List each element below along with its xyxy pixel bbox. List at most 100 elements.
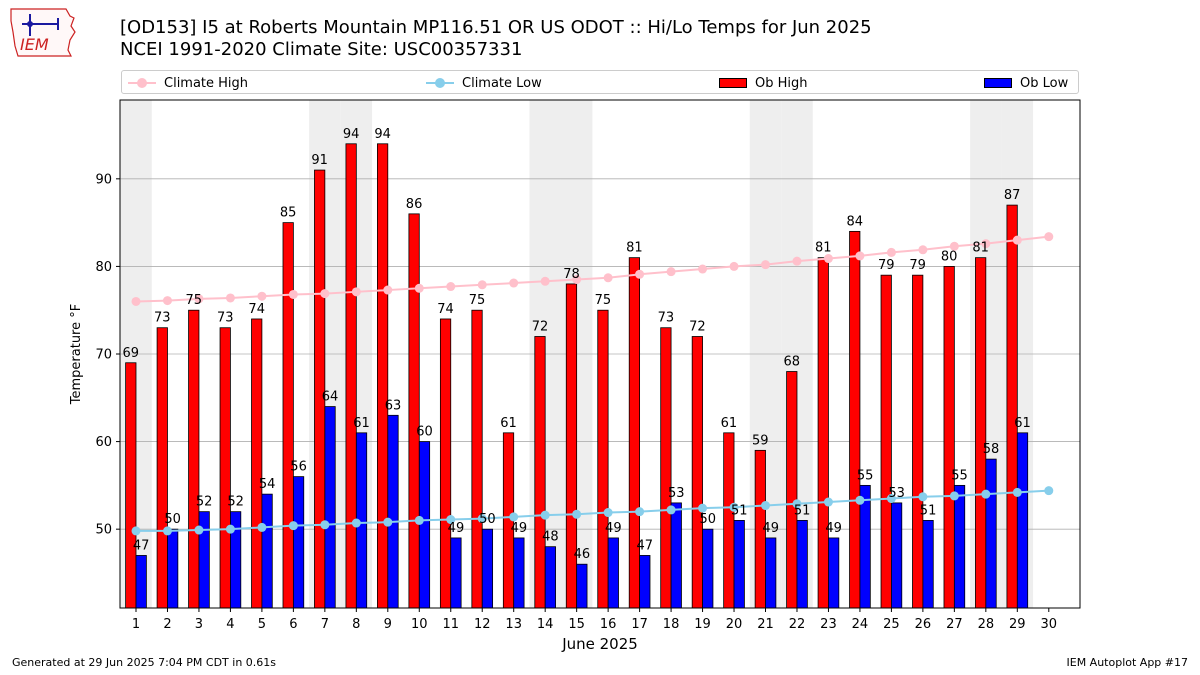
climate-low-point [635,507,645,517]
x-tick-label: 21 [757,617,774,632]
ob-low-bar [387,414,399,609]
x-tick-label: 15 [568,617,585,632]
ob-low-bar [261,493,273,609]
ob-high-value-label: 59 [752,433,769,448]
climate-high-point [729,261,739,271]
climate-low-point [761,501,771,511]
iem-logo-text: IEM [20,35,49,54]
climate-low-point [540,510,550,520]
ob-low-value-label: 49 [762,521,779,536]
ob-high-value-label: 75 [595,293,612,308]
ob-high-value-label: 84 [846,214,863,229]
climate-low-point [1012,487,1022,497]
ob-low-value-label: 61 [353,416,370,431]
ob-high-value-label: 85 [280,206,297,221]
ob-high-bar [408,213,420,609]
ob-high-bar [219,327,231,609]
climate-high-point [446,282,456,292]
x-tick-label: 6 [289,617,297,632]
climate-high-point [162,296,172,306]
climate-high-point [792,256,802,266]
climate-low-point [225,524,235,534]
ob-high-bar [534,336,546,609]
ob-low-value-label: 56 [290,460,307,475]
ob-high-bar [377,143,389,609]
ob-low-bar [702,528,714,609]
climate-low-point [603,508,613,518]
climate-high-point [698,264,708,274]
ob-low-bar [292,476,305,609]
ob-low-value-label: 50 [164,512,181,527]
climate-low-point [320,520,330,530]
ob-high-value-label: 80 [941,249,958,264]
x-tick-label: 27 [946,617,963,632]
ob-high-bar [723,432,735,609]
legend-label: Ob High [755,75,808,91]
climate-low-point [949,491,959,501]
ob-high-bar [1006,204,1018,609]
generated-timestamp: Generated at 29 Jun 2025 7:04 PM CDT in … [12,656,277,669]
x-tick-label: 24 [852,617,869,632]
ob-high-bar [188,309,200,609]
climate-high-point [1044,232,1054,242]
climate-high-point [855,251,865,261]
app-credit: IEM Autoplot App #17 [1066,656,1189,669]
ob-low-value-label: 50 [479,512,496,527]
ob-high-value-label: 72 [689,319,706,334]
climate-low-point [981,489,991,499]
legend-label: Ob Low [1020,75,1069,91]
ob-low-bar [513,537,525,609]
x-tick-label: 17 [631,617,648,632]
ob-low-value-label: 58 [983,442,1000,457]
climate-low-point [477,514,487,524]
ob-low-value-label: 60 [416,425,433,440]
ob-high-value-label: 94 [343,127,360,142]
ob-low-value-label: 51 [731,503,748,518]
ob-high-value-label: 79 [909,258,926,273]
climate-high-point [540,276,550,286]
ob-high-bar [943,266,955,609]
ob-high-bar [439,318,452,609]
climate-low-point [729,502,739,512]
ob-high-value-label: 79 [878,258,895,273]
ob-high-bar [817,257,829,609]
ob-low-value-label: 52 [196,495,213,510]
climate-high-point [131,296,141,306]
climate-low-point [383,517,393,527]
x-tick-label: 19 [694,617,711,632]
climate-low-point [288,521,298,531]
y-tick-label: 70 [95,348,112,363]
y-tick-label: 90 [95,172,112,187]
x-tick-label: 12 [474,617,491,632]
climate-high-point [603,273,613,283]
x-tick-label: 13 [505,617,522,632]
ob-high-bar [156,327,168,609]
ob-low-value-label: 48 [542,530,559,545]
climate-lines [131,232,1054,536]
ob-low-bar [324,406,336,609]
legend-item-ob-low: Ob Low [984,74,1068,92]
ob-low-value-label: 49 [511,521,528,536]
x-tick-label: 8 [352,617,360,632]
x-tick-label: 11 [442,617,459,632]
ob-low-bar [576,563,588,609]
chart-subtitle: NCEI 1991-2020 Climate Site: USC00357331 [120,39,523,60]
ob-low-bar [953,484,966,609]
ob-low-bar [765,537,777,609]
ob-low-bar [922,520,934,609]
climate-high-point [414,283,424,293]
climate-low-line [136,489,1049,532]
ob-high-value-label: 69 [123,346,140,361]
x-tick-label: 2 [163,617,171,632]
x-tick-label: 7 [321,617,329,632]
ob-low-value-label: 54 [259,477,276,492]
ob-low-bar [481,528,494,609]
y-axis-label: Temperature °F [69,304,84,405]
x-tick-label: 30 [1041,617,1058,632]
y-tick-label: 80 [95,260,112,275]
legend-item-climate-high: Climate High [128,74,248,92]
climate-high-point [1012,235,1022,245]
x-tick-label: 10 [411,617,428,632]
climate-low-point [572,509,582,519]
